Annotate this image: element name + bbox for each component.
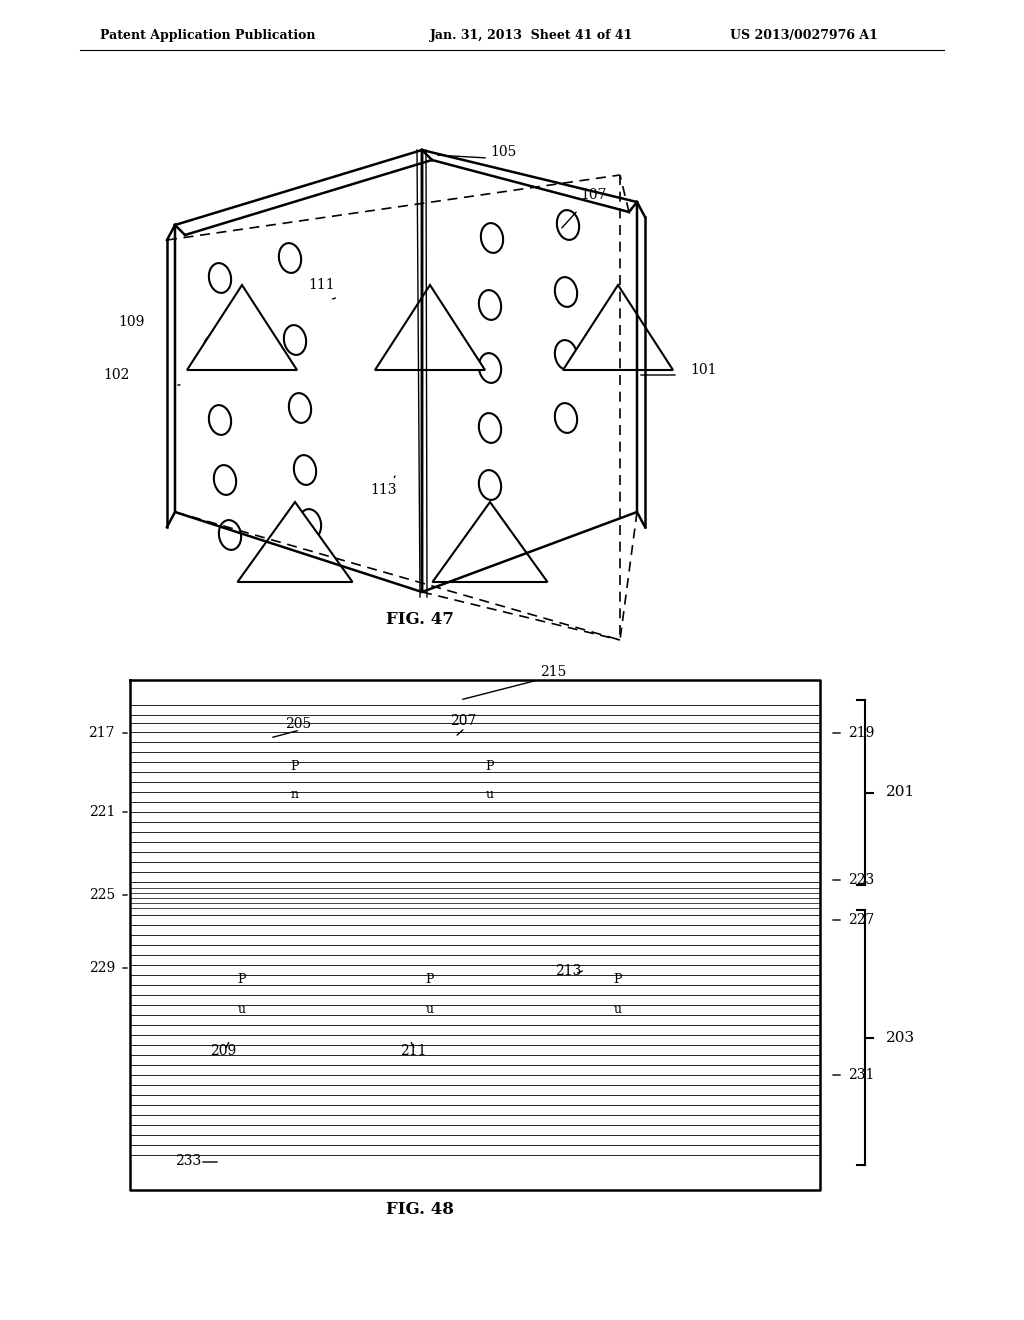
Text: 101: 101 xyxy=(690,363,717,378)
Text: P: P xyxy=(291,759,299,772)
Text: 201: 201 xyxy=(886,785,915,800)
Text: P: P xyxy=(613,973,623,986)
Text: 215: 215 xyxy=(540,665,566,678)
Text: 207: 207 xyxy=(450,714,476,729)
Text: 111: 111 xyxy=(308,279,335,292)
Text: 109: 109 xyxy=(119,315,145,329)
Text: 233: 233 xyxy=(175,1154,202,1168)
Text: u: u xyxy=(238,1003,246,1016)
Text: 105: 105 xyxy=(490,145,516,158)
Text: 211: 211 xyxy=(400,1044,427,1059)
Text: 209: 209 xyxy=(210,1044,237,1059)
Text: 107: 107 xyxy=(580,187,606,202)
Text: 213: 213 xyxy=(555,964,582,978)
Text: 203: 203 xyxy=(886,1031,915,1044)
Text: FIG. 47: FIG. 47 xyxy=(386,611,454,628)
Polygon shape xyxy=(375,285,485,370)
Polygon shape xyxy=(187,285,297,370)
Polygon shape xyxy=(238,502,352,582)
Text: P: P xyxy=(485,759,495,772)
Text: P: P xyxy=(238,973,246,986)
Polygon shape xyxy=(432,502,548,582)
Polygon shape xyxy=(563,285,673,370)
Text: 217: 217 xyxy=(88,726,115,741)
Text: 229: 229 xyxy=(89,961,115,975)
Text: FIG. 48: FIG. 48 xyxy=(386,1201,454,1218)
Text: u: u xyxy=(486,788,494,800)
Text: P: P xyxy=(426,973,434,986)
Text: 113: 113 xyxy=(370,483,396,498)
Text: 225: 225 xyxy=(89,888,115,902)
Text: u: u xyxy=(614,1003,622,1016)
Text: 221: 221 xyxy=(89,805,115,818)
Text: Jan. 31, 2013  Sheet 41 of 41: Jan. 31, 2013 Sheet 41 of 41 xyxy=(430,29,634,41)
Text: Patent Application Publication: Patent Application Publication xyxy=(100,29,315,41)
Text: 219: 219 xyxy=(848,726,874,741)
Text: 227: 227 xyxy=(848,913,874,927)
Text: 102: 102 xyxy=(103,368,130,381)
Text: US 2013/0027976 A1: US 2013/0027976 A1 xyxy=(730,29,878,41)
Text: 223: 223 xyxy=(848,873,874,887)
Text: 205: 205 xyxy=(285,717,311,731)
Text: n: n xyxy=(291,788,299,800)
Text: u: u xyxy=(426,1003,434,1016)
Text: 231: 231 xyxy=(848,1068,874,1082)
